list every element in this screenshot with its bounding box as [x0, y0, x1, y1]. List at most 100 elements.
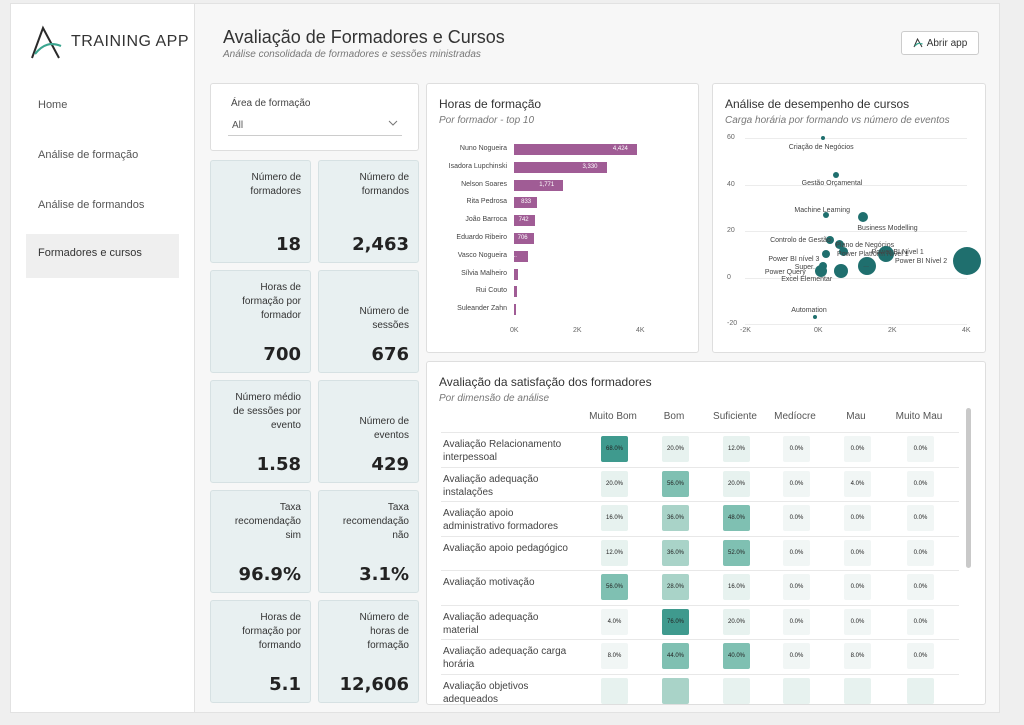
scatter-point[interactable]: [858, 256, 877, 275]
heat-cell[interactable]: [601, 677, 628, 704]
heat-cell[interactable]: 16.0%: [601, 505, 628, 531]
heat-cell[interactable]: 76.0%: [662, 608, 689, 635]
heat-cell[interactable]: [662, 677, 689, 704]
app-logo[interactable]: TRAINING APP: [29, 24, 189, 60]
heat-cell[interactable]: 0.0%: [844, 574, 871, 600]
heat-cell[interactable]: 0.0%: [844, 539, 871, 566]
heat-cell[interactable]: 48.0%: [723, 505, 750, 531]
bar[interactable]: [514, 144, 637, 155]
heat-cell[interactable]: 0.0%: [844, 608, 871, 635]
scatter-point[interactable]: [826, 236, 835, 245]
scatter-point[interactable]: [832, 172, 839, 179]
scatter-point[interactable]: [834, 240, 844, 250]
bar[interactable]: [514, 268, 519, 280]
heat-cell[interactable]: 52.0%: [723, 539, 750, 566]
heat-cell[interactable]: 0.0%: [907, 505, 934, 531]
satisfaction-scrollbar[interactable]: [966, 408, 971, 568]
scatter-point-label: Power Query: [764, 268, 806, 276]
heat-cell[interactable]: 36.0%: [662, 505, 689, 531]
bar[interactable]: [514, 197, 538, 209]
scatter-point[interactable]: [834, 263, 849, 278]
bar[interactable]: [514, 233, 534, 244]
nav-home[interactable]: Home: [38, 99, 68, 111]
column-header: Suficiente: [713, 411, 757, 422]
heat-cell[interactable]: 0.0%: [907, 643, 934, 669]
bar[interactable]: [514, 215, 535, 227]
open-app-button[interactable]: Abrir app: [901, 31, 979, 55]
heat-cell[interactable]: 0.0%: [844, 505, 871, 531]
kpi-value: 676: [371, 344, 409, 365]
heat-cell[interactable]: 12.0%: [601, 539, 628, 566]
app-logo-icon: [31, 25, 62, 59]
kpi-card: Número médio de sessões por evento 1.58: [210, 380, 311, 483]
heat-cell[interactable]: 20.0%: [662, 436, 689, 462]
scatter-point[interactable]: [813, 315, 818, 320]
row-label: Avaliação motivação: [443, 577, 535, 588]
heat-cell[interactable]: 28.0%: [662, 574, 689, 600]
bar-value-label: 742: [518, 217, 529, 224]
area-formacao-dropdown[interactable]: All: [228, 116, 402, 136]
heat-cell[interactable]: 0.0%: [907, 436, 934, 462]
nav-formadores-cursos[interactable]: Formadores e cursos: [26, 234, 179, 278]
scatter-point[interactable]: [858, 212, 869, 223]
page-subtitle: Análise consolidada de formadores e sess…: [223, 49, 481, 60]
bar[interactable]: [514, 286, 518, 298]
heat-cell[interactable]: 0.0%: [907, 539, 934, 566]
scatter-point[interactable]: [822, 250, 831, 259]
heat-cell[interactable]: 0.0%: [844, 436, 871, 462]
heat-cell[interactable]: 0.0%: [783, 470, 810, 497]
heat-cell[interactable]: 0.0%: [783, 539, 810, 566]
column-header: Muito Bom: [589, 411, 637, 422]
bar[interactable]: [514, 161, 607, 173]
bar-category-label: Suleander Zahn: [457, 305, 507, 313]
nav-analise-formandos[interactable]: Análise de formandos: [38, 199, 145, 211]
heat-cell[interactable]: 8.0%: [844, 643, 871, 669]
heat-cell[interactable]: 68.0%: [601, 436, 628, 462]
heat-cell[interactable]: [783, 677, 810, 704]
bar-value-label: 3,330: [582, 163, 598, 170]
scatter-point[interactable]: [838, 247, 848, 257]
heat-cell[interactable]: 36.0%: [662, 539, 689, 566]
page-title: Avaliação de Formadores e Cursos: [223, 27, 505, 47]
scatter-point-label: Plano de Negócios: [835, 241, 895, 249]
kpi-value: 12,606: [339, 674, 409, 695]
scatter-point[interactable]: [814, 264, 827, 277]
scatter-point[interactable]: [820, 136, 825, 140]
kpi-value: 3.1%: [359, 564, 409, 585]
heat-cell[interactable]: 40.0%: [723, 643, 750, 669]
heat-cell[interactable]: 0.0%: [907, 470, 934, 497]
nav-analise-formacao[interactable]: Análise de formação: [38, 149, 139, 161]
scatter-chart-panel: Análise de desempenho de cursos Carga ho…: [712, 83, 986, 353]
kpi-card: Número de eventos 429: [318, 380, 419, 483]
heat-cell[interactable]: 16.0%: [723, 574, 750, 600]
heat-cell[interactable]: 20.0%: [723, 608, 750, 635]
heat-cell[interactable]: 0.0%: [783, 436, 810, 462]
heat-cell[interactable]: 4.0%: [601, 608, 628, 635]
bar[interactable]: [514, 250, 528, 262]
scatter-point[interactable]: [877, 246, 894, 263]
heat-cell[interactable]: 56.0%: [601, 574, 628, 600]
scatter-chart-title: Análise de desempenho de cursos: [725, 97, 910, 111]
scatter-point[interactable]: [953, 247, 981, 276]
heat-cell[interactable]: 12.0%: [723, 436, 750, 462]
heat-cell[interactable]: 0.0%: [907, 574, 934, 600]
scatter-point[interactable]: [823, 211, 830, 218]
heat-cell[interactable]: 0.0%: [783, 643, 810, 669]
scatter-point-label: Power BI Nível 2: [895, 258, 948, 266]
heat-cell[interactable]: 0.0%: [783, 574, 810, 600]
heat-cell[interactable]: 20.0%: [723, 470, 750, 497]
heat-cell[interactable]: 0.0%: [907, 608, 934, 635]
heat-cell[interactable]: 0.0%: [783, 505, 810, 531]
heat-cell[interactable]: [723, 677, 750, 704]
heat-cell[interactable]: 44.0%: [662, 643, 689, 669]
heat-cell[interactable]: 56.0%: [662, 470, 689, 497]
heat-cell[interactable]: [844, 677, 871, 704]
heat-cell[interactable]: 0.0%: [783, 608, 810, 635]
heat-cell[interactable]: 20.0%: [601, 470, 628, 497]
scatter-point-label: Automation: [791, 307, 827, 315]
bar[interactable]: [514, 304, 516, 316]
bar[interactable]: [514, 179, 564, 191]
heat-cell[interactable]: 4.0%: [844, 470, 871, 497]
heat-cell[interactable]: 8.0%: [601, 643, 628, 669]
heat-cell[interactable]: [907, 677, 934, 704]
